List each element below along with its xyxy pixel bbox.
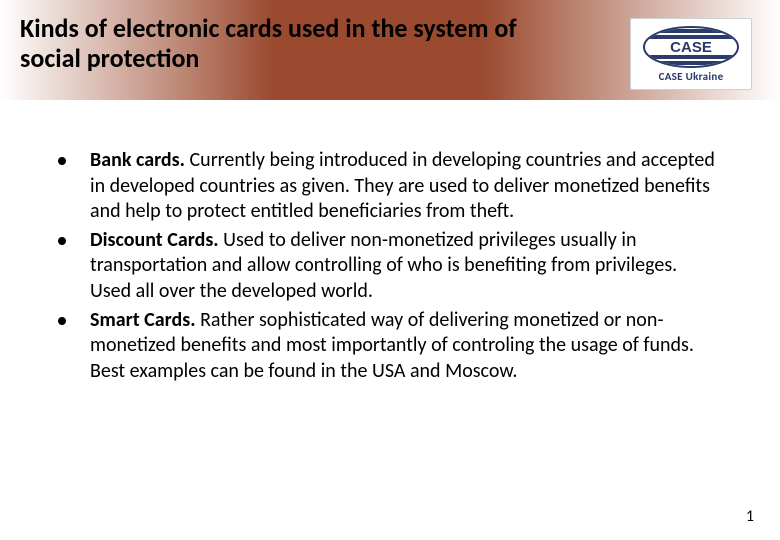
list-item: Bank cards. Currently being introduced i… <box>48 148 716 225</box>
logo-box: CASE CASE Ukraine <box>630 18 752 90</box>
list-item: Smart Cards. Rather sophisticated way of… <box>48 308 716 385</box>
header-band: Kinds of electronic cards used in the sy… <box>0 0 780 100</box>
bullet-list: Bank cards. Currently being introduced i… <box>48 148 716 384</box>
bullet-bold: Smart Cards. <box>90 308 200 332</box>
slide-body: Bank cards. Currently being introduced i… <box>0 100 780 384</box>
page-number: 1 <box>746 507 754 526</box>
bullet-bold: Bank cards. <box>90 148 190 172</box>
list-item: Discount Cards. Used to deliver non-mone… <box>48 228 716 305</box>
page-title: Kinds of electronic cards used in the sy… <box>20 14 560 74</box>
logo-text: CASE <box>670 39 712 56</box>
case-logo-icon: CASE <box>642 26 740 68</box>
bullet-bold: Discount Cards. <box>90 228 223 252</box>
logo-subtext: CASE Ukraine <box>659 70 724 83</box>
